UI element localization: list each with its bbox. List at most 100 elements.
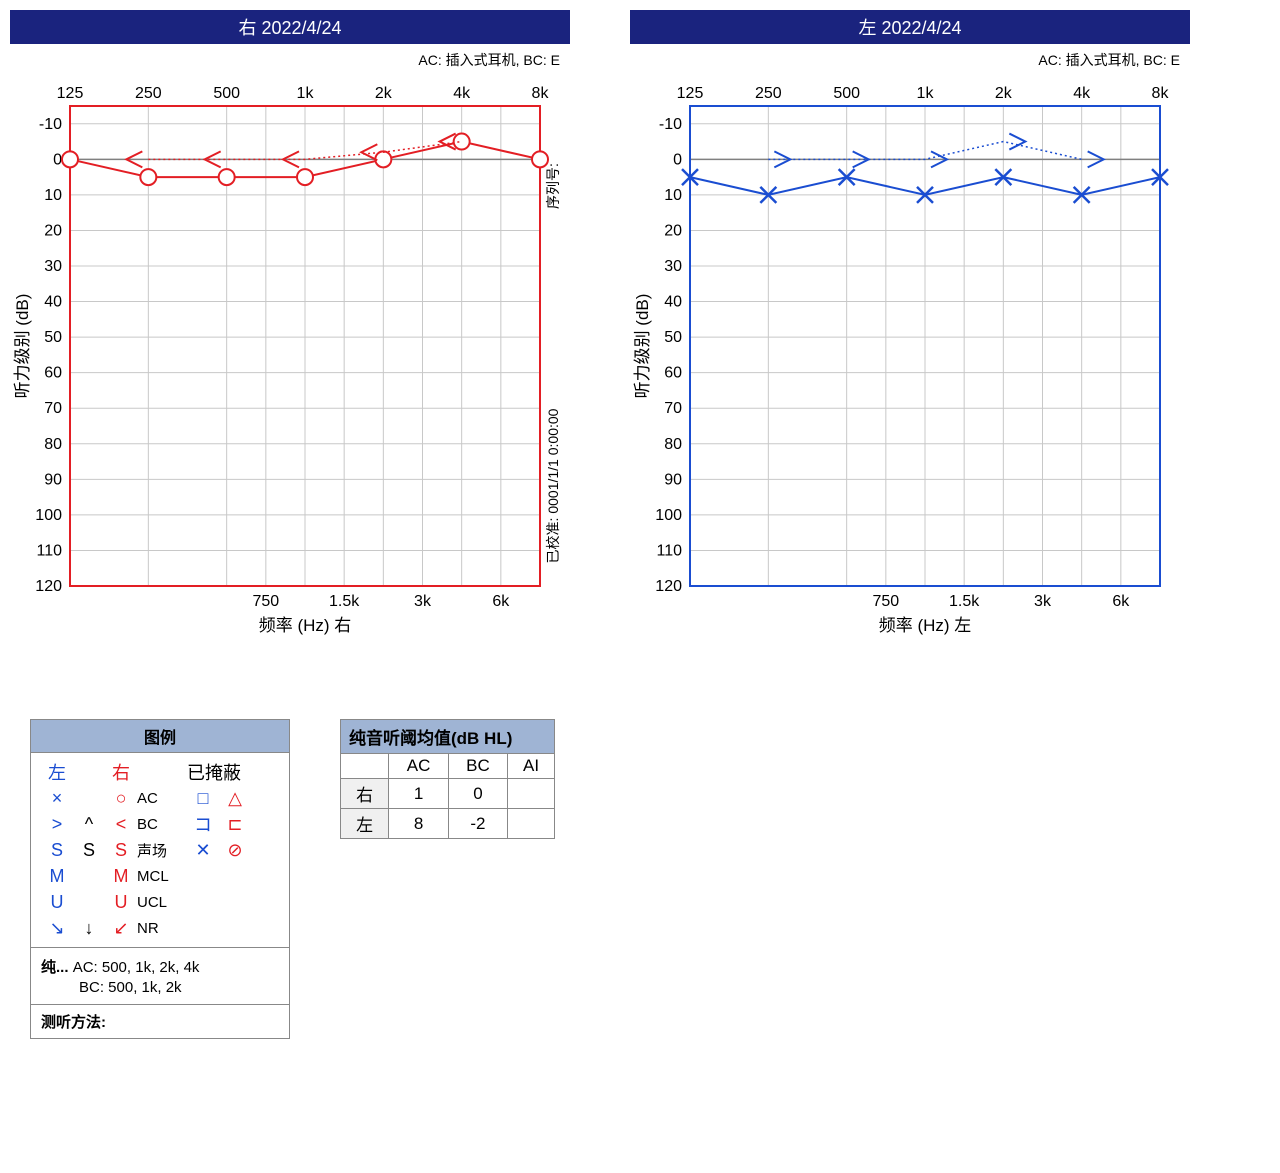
legend-footer: 纯... AC: 500, 1k, 2k, 4k BC: 500, 1k, 2k bbox=[31, 947, 289, 1004]
pta-table: AC BC AI 右 1 0 左 8 -2 bbox=[341, 754, 554, 838]
legend-sym-left: × bbox=[41, 788, 73, 809]
svg-text:0: 0 bbox=[673, 151, 682, 168]
legend-label: AC bbox=[137, 790, 187, 807]
legend-label: UCL bbox=[137, 894, 187, 911]
svg-text:750: 750 bbox=[872, 593, 899, 610]
svg-text:70: 70 bbox=[44, 400, 62, 417]
svg-text:50: 50 bbox=[664, 329, 682, 346]
legend-row: MMMCL bbox=[41, 863, 279, 889]
svg-text:频率 (Hz) 右: 频率 (Hz) 右 bbox=[259, 616, 352, 635]
svg-text:30: 30 bbox=[44, 258, 62, 275]
page: 右 2022/4/24 AC: 插入式耳机, BC: E -10 0 10 20 30 4… bbox=[10, 10, 1270, 1039]
svg-text:20: 20 bbox=[44, 222, 62, 239]
svg-text:20: 20 bbox=[664, 222, 682, 239]
legend-sym-right: ○ bbox=[105, 788, 137, 809]
svg-text:0: 0 bbox=[53, 151, 62, 168]
svg-text:4k: 4k bbox=[453, 85, 471, 102]
legend-sym-right: ↙ bbox=[105, 918, 137, 939]
legend-sym-left: M bbox=[41, 866, 73, 887]
right-chart-area: -100102030405060708090100110120125250500… bbox=[10, 76, 570, 679]
svg-text:1k: 1k bbox=[297, 85, 315, 102]
svg-text:10: 10 bbox=[44, 187, 62, 204]
left-audiogram-svg: -100102030405060708090100110120125250500… bbox=[630, 76, 1190, 676]
left-chart-panel: 左 2022/4/24 AC: 插入式耳机, BC: E -10 0 10 20 30 4… bbox=[630, 10, 1190, 679]
svg-text:6k: 6k bbox=[1112, 593, 1130, 610]
svg-text:125: 125 bbox=[677, 85, 704, 102]
svg-text:1.5k: 1.5k bbox=[949, 593, 980, 610]
svg-text:100: 100 bbox=[655, 507, 682, 524]
legend-sym-mid: ^ bbox=[73, 814, 105, 835]
legend-row: ↘↓↙NR bbox=[41, 915, 279, 941]
pta-col-ac: AC bbox=[389, 754, 448, 779]
legend-sym-right: S bbox=[105, 840, 137, 861]
bottom-row: 图例 左 右 已掩蔽 ×○AC□△>^<BCコ⊏SSS声场✕⊘MMMCLUUUC… bbox=[30, 719, 1270, 1039]
svg-text:10: 10 bbox=[664, 187, 682, 204]
svg-text:110: 110 bbox=[656, 542, 682, 559]
legend-col-masked: 已掩蔽 bbox=[187, 759, 241, 785]
svg-text:70: 70 bbox=[664, 400, 682, 417]
svg-text:1.5k: 1.5k bbox=[329, 593, 360, 610]
legend-col-right: 右 bbox=[105, 759, 137, 785]
legend-label: NR bbox=[137, 920, 187, 937]
legend-label: MCL bbox=[137, 868, 187, 885]
svg-text:8k: 8k bbox=[532, 85, 550, 102]
svg-text:750: 750 bbox=[252, 593, 279, 610]
svg-text:250: 250 bbox=[135, 85, 162, 102]
svg-text:2k: 2k bbox=[995, 85, 1013, 102]
charts-row: 右 2022/4/24 AC: 插入式耳机, BC: E -10 0 10 20 30 4… bbox=[10, 10, 1270, 679]
legend-panel: 图例 左 右 已掩蔽 ×○AC□△>^<BCコ⊏SSS声场✕⊘MMMCLUUUC… bbox=[30, 719, 290, 1039]
right-chart-title: 右 2022/4/24 bbox=[10, 10, 570, 44]
legend-sym-right: < bbox=[105, 814, 137, 835]
svg-text:110: 110 bbox=[36, 542, 62, 559]
legend-sym-left: ↘ bbox=[41, 918, 73, 939]
pta-col-ai: AI bbox=[508, 754, 554, 779]
svg-text:90: 90 bbox=[44, 471, 62, 488]
svg-text:-10: -10 bbox=[659, 116, 682, 133]
left-chart-subtitle: AC: 插入式耳机, BC: E bbox=[630, 50, 1190, 70]
legend-sym-left: > bbox=[41, 814, 73, 835]
svg-text:120: 120 bbox=[35, 578, 62, 595]
svg-text:2k: 2k bbox=[375, 85, 393, 102]
legend-sym-left: S bbox=[41, 840, 73, 861]
left-chart-title: 左 2022/4/24 bbox=[630, 10, 1190, 44]
legend-method: 测听方法: bbox=[31, 1004, 289, 1038]
legend-col-left: 左 bbox=[41, 759, 73, 785]
pta-row-left: 左 8 -2 bbox=[341, 809, 554, 839]
legend-footer-line1: AC: 500, 1k, 2k, 4k bbox=[73, 959, 200, 976]
svg-text:60: 60 bbox=[44, 365, 62, 382]
svg-text:4k: 4k bbox=[1073, 85, 1091, 102]
pta-panel: 纯音听阈均值(dB HL) AC BC AI 右 1 0 左 8 -2 bbox=[340, 719, 555, 839]
legend-method-label: 测听方法: bbox=[41, 1014, 106, 1031]
right-chart-subtitle: AC: 插入式耳机, BC: E bbox=[10, 50, 570, 70]
legend-footer-label1: 纯... bbox=[41, 959, 69, 976]
svg-text:8k: 8k bbox=[1152, 85, 1170, 102]
pta-header: 纯音听阈均值(dB HL) bbox=[341, 720, 554, 754]
legend-sym-mid: S bbox=[73, 840, 105, 861]
svg-text:6k: 6k bbox=[492, 593, 510, 610]
svg-text:90: 90 bbox=[664, 471, 682, 488]
pta-header-row: AC BC AI bbox=[341, 754, 554, 779]
svg-text:-10: -10 bbox=[39, 116, 62, 133]
legend-sym-masked2: ⊘ bbox=[219, 840, 251, 861]
right-chart-panel: 右 2022/4/24 AC: 插入式耳机, BC: E -10 0 10 20 30 4… bbox=[10, 10, 570, 679]
legend-row: >^<BCコ⊏ bbox=[41, 811, 279, 837]
svg-text:30: 30 bbox=[664, 258, 682, 275]
svg-text:250: 250 bbox=[755, 85, 782, 102]
svg-text:3k: 3k bbox=[414, 593, 432, 610]
legend-row: UUUCL bbox=[41, 889, 279, 915]
svg-text:120: 120 bbox=[655, 578, 682, 595]
svg-text:频率 (Hz) 左: 频率 (Hz) 左 bbox=[879, 616, 972, 635]
legend-row: ×○AC□△ bbox=[41, 785, 279, 811]
legend-sym-right: U bbox=[105, 892, 137, 913]
legend-sym-left: U bbox=[41, 892, 73, 913]
svg-text:80: 80 bbox=[44, 436, 62, 453]
svg-text:100: 100 bbox=[35, 507, 62, 524]
svg-text:50: 50 bbox=[44, 329, 62, 346]
legend-header: 图例 bbox=[31, 720, 289, 753]
legend-sym-masked2: △ bbox=[219, 788, 251, 809]
svg-text:80: 80 bbox=[664, 436, 682, 453]
svg-text:500: 500 bbox=[833, 85, 860, 102]
svg-text:40: 40 bbox=[664, 294, 682, 311]
legend-label: BC bbox=[137, 816, 187, 833]
svg-text:听力级别 (dB): 听力级别 (dB) bbox=[633, 294, 652, 399]
